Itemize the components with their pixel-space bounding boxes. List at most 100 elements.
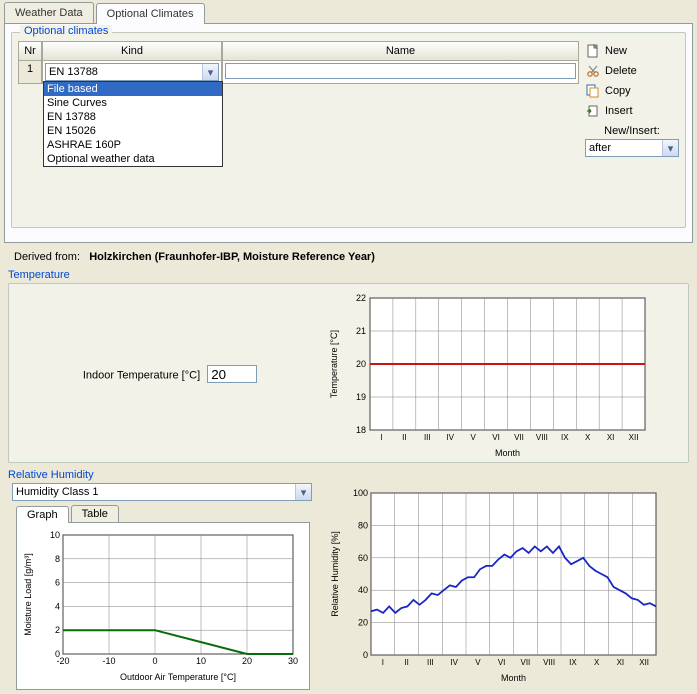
indoor-temp-input[interactable] <box>207 365 257 383</box>
svg-text:0: 0 <box>363 650 368 660</box>
svg-text:6: 6 <box>55 578 60 588</box>
optional-climates-panel: Optional climates Nr Kind Name 1 EN 1378… <box>4 23 693 243</box>
svg-text:I: I <box>382 658 384 667</box>
humidity-title: Relative Humidity <box>8 469 689 481</box>
svg-text:100: 100 <box>353 488 368 498</box>
temperature-group: Indoor Temperature [°C] 1819202122IIIIII… <box>8 283 689 463</box>
svg-text:VII: VII <box>520 658 530 667</box>
grid-header: Nr Kind Name <box>18 41 579 61</box>
cell-name[interactable] <box>222 61 579 84</box>
svg-text:V: V <box>470 433 476 442</box>
newinsert-label: New/Insert: <box>585 125 679 137</box>
name-input[interactable] <box>225 63 576 79</box>
svg-text:VI: VI <box>492 433 500 442</box>
svg-text:Outdoor Air Temperature [°C]: Outdoor Air Temperature [°C] <box>120 672 236 682</box>
insert-button[interactable]: Insert <box>585 101 679 121</box>
cell-nr: 1 <box>18 61 42 84</box>
svg-text:21: 21 <box>356 326 366 336</box>
kind-combo[interactable]: EN 13788 ▾ <box>45 63 219 81</box>
svg-text:XII: XII <box>639 658 649 667</box>
humidity-class-combo[interactable]: Humidity Class 1 ▾ <box>12 483 312 501</box>
svg-text:19: 19 <box>356 392 366 402</box>
svg-text:Month: Month <box>495 448 520 458</box>
relative-humidity-chart: 020406080100IIIIIIIVVVIVIIVIIIIXXXIXIIRe… <box>326 483 666 683</box>
svg-text:IX: IX <box>569 658 577 667</box>
col-header-kind: Kind <box>42 41 222 61</box>
kind-option[interactable]: EN 15026 <box>44 124 222 138</box>
delete-button[interactable]: Delete <box>585 61 679 81</box>
svg-text:Month: Month <box>501 673 526 683</box>
cell-kind[interactable]: EN 13788 ▾ File basedSine CurvesEN 13788… <box>42 61 222 84</box>
tab-weather-data[interactable]: Weather Data <box>4 2 94 23</box>
scissors-icon <box>585 63 601 79</box>
svg-text:VI: VI <box>498 658 506 667</box>
insert-icon <box>585 103 601 119</box>
humidity-subtabs: Graph Table <box>16 505 318 522</box>
kind-option[interactable]: EN 13788 <box>44 110 222 124</box>
delete-label: Delete <box>605 65 637 77</box>
svg-text:III: III <box>427 658 434 667</box>
tab-optional-climates[interactable]: Optional Climates <box>96 3 205 24</box>
svg-text:Relative Humidity [%]: Relative Humidity [%] <box>330 531 340 617</box>
subtab-table[interactable]: Table <box>71 505 119 522</box>
svg-text:X: X <box>585 433 591 442</box>
newinsert-combo[interactable]: after ▾ <box>585 139 679 157</box>
new-icon <box>585 43 601 59</box>
col-header-nr: Nr <box>18 41 42 61</box>
chevron-down-icon[interactable]: ▾ <box>662 140 678 156</box>
newinsert-value: after <box>586 142 662 154</box>
chevron-down-icon[interactable]: ▾ <box>295 484 311 500</box>
new-button[interactable]: New <box>585 41 679 61</box>
svg-text:10: 10 <box>196 656 206 666</box>
svg-text:60: 60 <box>358 553 368 563</box>
optional-climates-group: Optional climates Nr Kind Name 1 EN 1378… <box>11 32 686 228</box>
svg-text:XII: XII <box>629 433 639 442</box>
kind-combo-value: EN 13788 <box>46 66 202 78</box>
derived-label: Derived from: <box>14 251 80 263</box>
kind-dropdown[interactable]: File basedSine CurvesEN 13788EN 15026ASH… <box>43 81 223 167</box>
subtab-graph[interactable]: Graph <box>16 506 69 523</box>
svg-text:III: III <box>424 433 431 442</box>
insert-label: Insert <box>605 105 633 117</box>
chevron-down-icon[interactable]: ▾ <box>202 64 218 80</box>
group-legend: Optional climates <box>20 25 112 37</box>
svg-text:IX: IX <box>561 433 569 442</box>
svg-text:20: 20 <box>356 359 366 369</box>
svg-text:XI: XI <box>607 433 615 442</box>
indoor-temp-block: Indoor Temperature [°C] <box>15 365 325 383</box>
svg-text:10: 10 <box>50 530 60 540</box>
svg-text:2: 2 <box>55 625 60 635</box>
humidity-class-value: Humidity Class 1 <box>13 486 295 498</box>
svg-text:20: 20 <box>358 618 368 628</box>
svg-text:VIII: VIII <box>536 433 548 442</box>
action-buttons: New Delete Copy <box>579 41 679 157</box>
svg-text:80: 80 <box>358 520 368 530</box>
moisture-panel: 0246810-20-100102030Moisture Load [g/m³]… <box>16 522 310 690</box>
svg-text:18: 18 <box>356 425 366 435</box>
new-label: New <box>605 45 627 57</box>
temperature-title: Temperature <box>8 269 689 281</box>
copy-button[interactable]: Copy <box>585 81 679 101</box>
svg-text:22: 22 <box>356 293 366 303</box>
derived-value: Holzkirchen (Fraunhofer-IBP, Moisture Re… <box>89 251 375 263</box>
svg-text:-20: -20 <box>56 656 69 666</box>
moisture-load-chart: 0246810-20-100102030Moisture Load [g/m³]… <box>21 527 301 682</box>
svg-text:II: II <box>402 433 406 442</box>
svg-text:40: 40 <box>358 585 368 595</box>
kind-option[interactable]: File based <box>44 82 222 96</box>
copy-label: Copy <box>605 85 631 97</box>
derived-from: Derived from: Holzkirchen (Fraunhofer-IB… <box>14 251 683 263</box>
svg-text:Moisture Load [g/m³]: Moisture Load [g/m³] <box>23 553 33 636</box>
svg-text:V: V <box>475 658 481 667</box>
svg-text:II: II <box>404 658 408 667</box>
copy-icon <box>585 83 601 99</box>
indoor-temp-label: Indoor Temperature [°C] <box>83 370 200 382</box>
svg-text:4: 4 <box>55 601 60 611</box>
kind-option[interactable]: ASHRAE 160P <box>44 138 222 152</box>
kind-option[interactable]: Optional weather data <box>44 152 222 166</box>
col-header-name: Name <box>222 41 579 61</box>
kind-option[interactable]: Sine Curves <box>44 96 222 110</box>
svg-text:0: 0 <box>152 656 157 666</box>
main-tab-strip: Weather Data Optional Climates <box>0 0 697 23</box>
svg-text:I: I <box>380 433 382 442</box>
